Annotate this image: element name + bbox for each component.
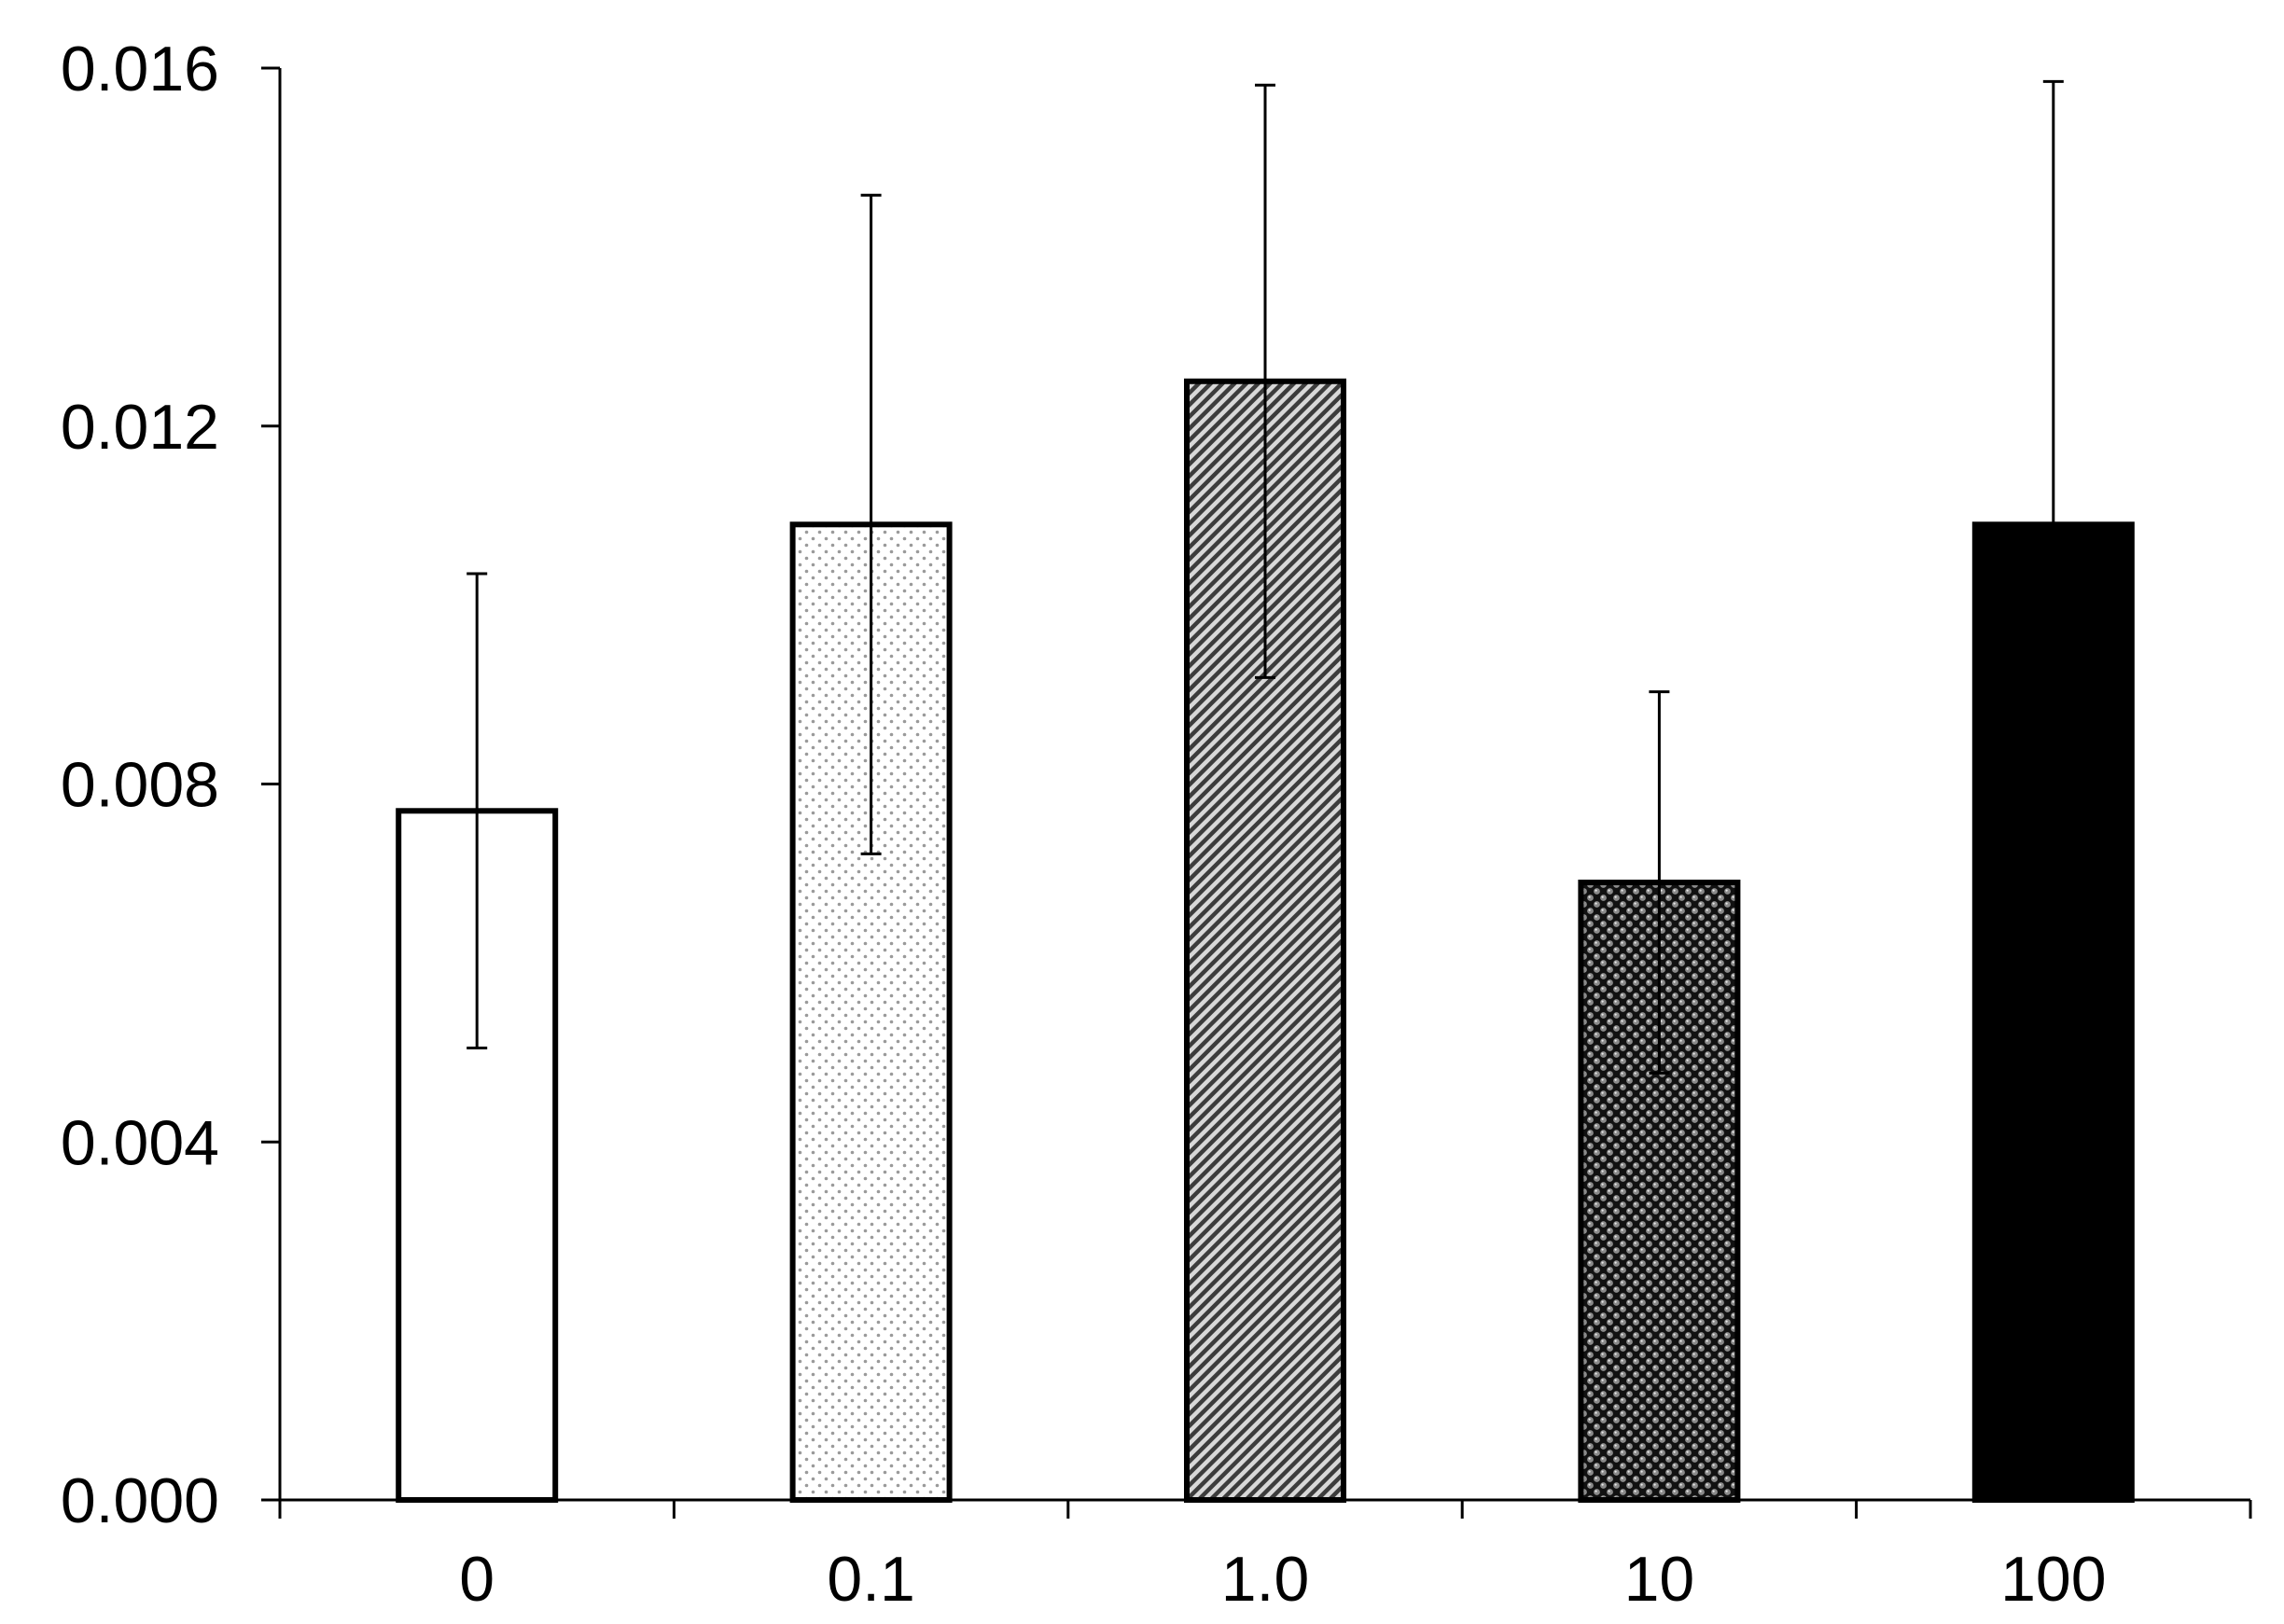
- tick-labels-layer: 0 0.1 1.0 10 100 0.000 0.004 0.008 0.012 0.016: [61, 34, 2107, 1615]
- x-tick-label-0.1: 0.1: [827, 1544, 915, 1615]
- error-bar-0.1: [860, 193, 882, 855]
- x-tick-label-0: 0: [459, 1544, 494, 1615]
- y-tick-label-0.016: 0.016: [61, 34, 219, 104]
- error-bars-layer: [467, 79, 2064, 1075]
- error-bar-100: [2042, 79, 2064, 969]
- error-bar-1.0: [1255, 83, 1275, 679]
- x-tick-label-100: 100: [2000, 1544, 2106, 1615]
- axes-layer: [261, 66, 2252, 1519]
- x-tick-label-1.0: 1.0: [1221, 1544, 1310, 1615]
- y-tick-label-0.000: 0.000: [61, 1465, 219, 1536]
- x-tick-label-10: 10: [1624, 1544, 1695, 1615]
- bar-10: [1578, 880, 1741, 1503]
- y-tick-label-0.004: 0.004: [61, 1107, 219, 1178]
- error-bar-10: [1649, 690, 1670, 1075]
- error-bar-0: [467, 572, 488, 1050]
- y-tick-label-0.012: 0.012: [61, 392, 219, 463]
- y-tick-label-0.008: 0.008: [61, 750, 219, 821]
